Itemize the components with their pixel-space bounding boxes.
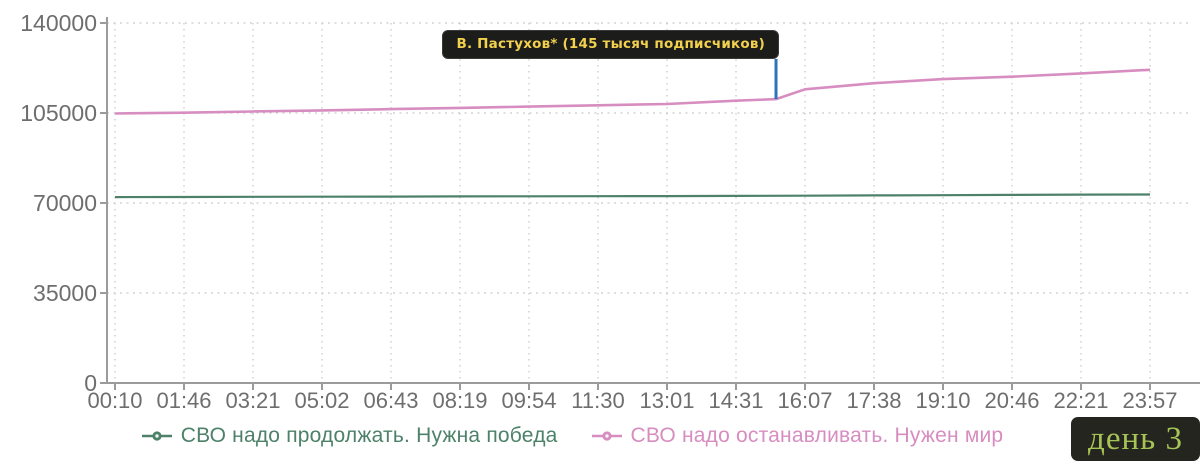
day-badge-label: день 3 [1088,420,1183,457]
x-tick-label: 01:46 [156,388,211,413]
x-tick-label: 08:19 [432,388,487,413]
chart-legend: СВО надо продолжать. Нужна победа СВО на… [0,424,1145,448]
annotation-label: В. Пастухов* (145 тысяч подписчиков) [456,36,765,52]
y-tick-label: 35000 [33,280,97,306]
x-tick-label: 13:01 [639,388,694,413]
y-tick-label: 140000 [20,10,97,36]
legend-marker-line-dot-icon [591,431,622,441]
x-tick-label: 20:46 [984,388,1039,413]
x-tick-label: 16:07 [777,388,832,413]
x-tick-label: 00:10 [87,388,142,413]
x-tick-label: 09:54 [501,388,556,413]
legend-marker-line-dot-icon [141,431,172,441]
annotation-tooltip: В. Пастухов* (145 тысяч подписчиков) [442,30,779,59]
x-tick-label: 17:38 [846,388,901,413]
x-tick-label: 23:57 [1122,388,1177,413]
x-tick-label: 14:31 [708,388,763,413]
legend-item-continue[interactable]: СВО надо продолжать. Нужна победа [141,424,558,448]
x-tick-label: 19:10 [915,388,970,413]
legend-label: СВО надо останавливать. Нужен мир [630,424,1004,447]
day-badge: день 3 [1071,417,1200,461]
y-tick-label: 105000 [20,100,97,126]
series-line-1 [114,68,1151,115]
y-tick-label: 0 [84,370,97,396]
x-tick-label: 22:21 [1053,388,1108,413]
legend-label: СВО надо продолжать. Нужна победа [180,424,558,447]
legend-item-stop[interactable]: СВО надо останавливать. Нужен мир [591,424,1004,448]
series-line-0 [114,193,1151,199]
x-tick-label: 11:30 [571,388,624,413]
x-tick-label: 03:21 [225,388,280,413]
x-tick-label: 05:02 [294,388,349,413]
x-tick-label: 06:43 [363,388,418,413]
y-tick-label: 70000 [33,190,97,216]
